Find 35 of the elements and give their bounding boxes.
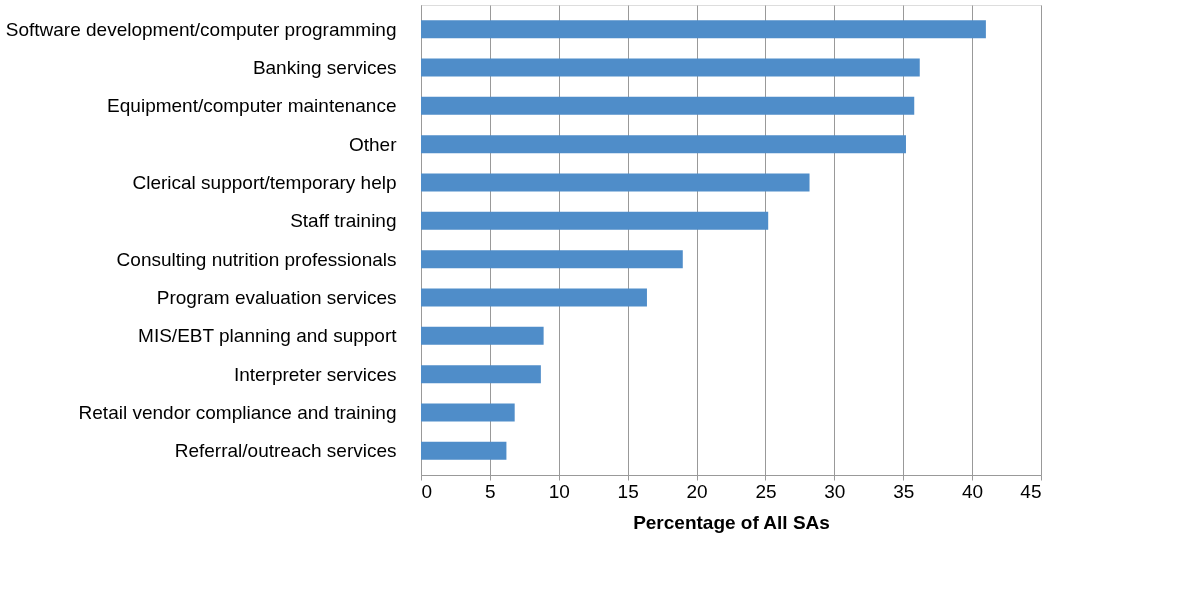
y-tick-label: Other xyxy=(348,133,398,155)
x-axis-title: Percentage of All SAs xyxy=(633,511,830,533)
bar xyxy=(421,20,986,39)
bar xyxy=(421,173,810,192)
bar xyxy=(421,211,769,230)
x-tick-label: 35 xyxy=(893,480,915,502)
x-tick-label: 25 xyxy=(755,480,777,502)
bar xyxy=(421,441,507,460)
y-tick-label: Software development/computer programming xyxy=(5,18,397,40)
x-tick-label: 10 xyxy=(548,480,570,502)
x-tick-label: 40 xyxy=(962,480,984,502)
bar xyxy=(421,288,647,307)
y-tick-label: Staff training xyxy=(290,210,397,232)
bar xyxy=(421,135,906,154)
y-tick-label: Banking services xyxy=(252,57,397,78)
x-tick-label: 45 xyxy=(1020,480,1042,502)
bar xyxy=(421,403,515,422)
x-tick-label: 15 xyxy=(617,480,639,502)
y-tick-label: Clerical support/temporary help xyxy=(132,172,397,193)
bar xyxy=(421,58,920,77)
bar xyxy=(421,365,541,384)
y-tick-label: Program evaluation services xyxy=(156,287,397,308)
x-tick-label: 20 xyxy=(686,480,708,502)
y-tick-label: Retail vendor compliance and training xyxy=(78,402,397,423)
y-tick-label: Consulting nutrition professionals xyxy=(116,248,397,270)
x-tick-label: 5 xyxy=(485,480,496,502)
y-tick-label: Equipment/computer maintenance xyxy=(107,95,397,117)
bar xyxy=(421,250,683,269)
bar xyxy=(421,96,915,115)
bar xyxy=(421,326,544,345)
y-tick-label: MIS/EBT planning and support xyxy=(138,325,398,347)
x-tick-label: 0 xyxy=(421,480,433,502)
x-tick-label: 30 xyxy=(824,480,846,502)
y-tick-label: Referral/outreach services xyxy=(174,440,397,462)
y-tick-label: Interpreter services xyxy=(233,363,397,385)
